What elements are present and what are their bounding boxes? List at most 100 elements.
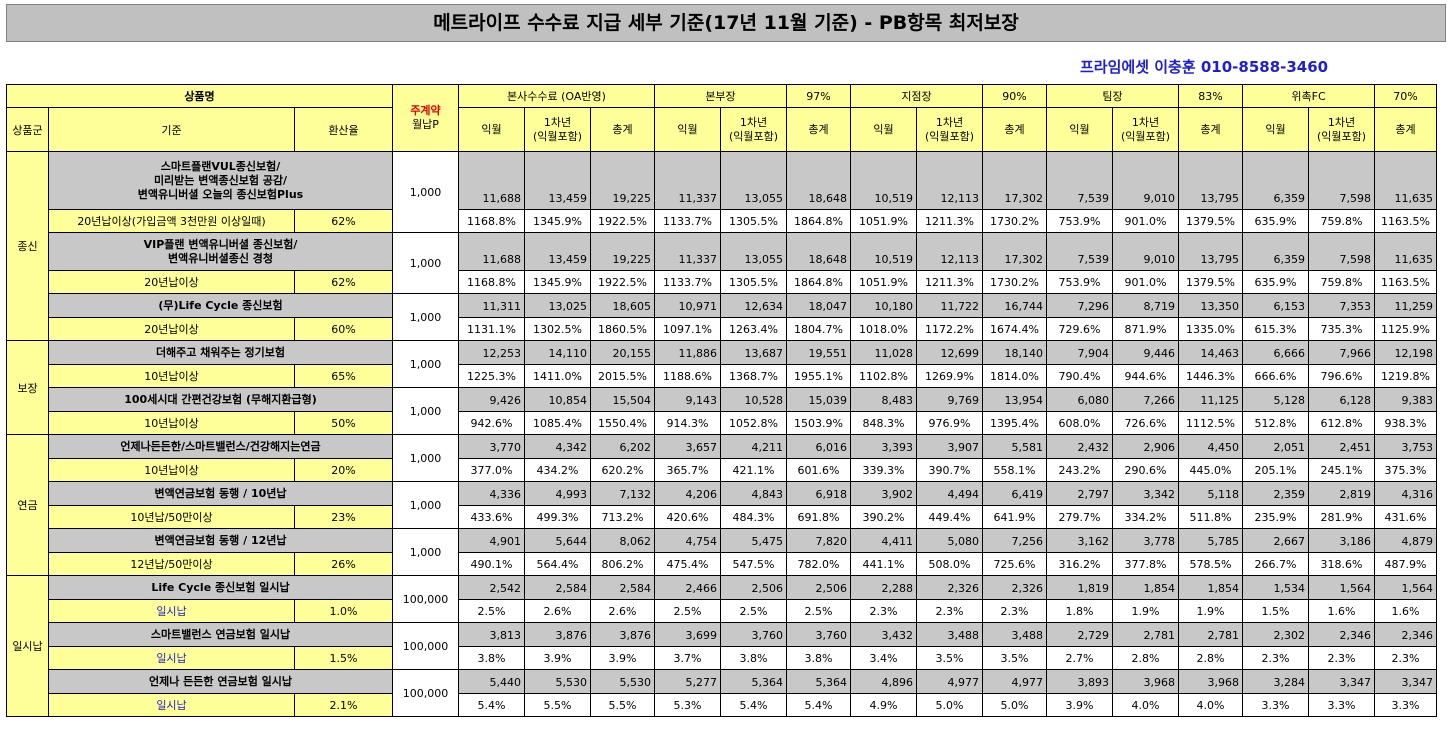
commission-value: 2,288 xyxy=(850,575,917,600)
commission-value: 11,688 xyxy=(458,232,525,271)
commission-value: 2,346 xyxy=(1308,622,1375,647)
commission-pct: 205.1% xyxy=(1242,458,1309,482)
commission-value: 3,393 xyxy=(850,434,917,459)
commission-value: 2,302 xyxy=(1242,622,1309,647)
product-pct-row: 20년납이상 62% 1168.8% 1345.9% 1922.5% 1133.7% 130… xyxy=(7,270,1437,294)
commission-value: 2,542 xyxy=(458,575,525,600)
conversion-ratio: 62% xyxy=(294,209,393,233)
commission-pct: 245.1% xyxy=(1308,458,1375,482)
commission-pct: 871.9% xyxy=(1112,317,1179,341)
product-name-header: 상품명 xyxy=(6,84,393,108)
commission-value: 17,302 xyxy=(982,151,1047,210)
commission-pct: 1112.5% xyxy=(1178,411,1243,435)
commission-value: 8,062 xyxy=(590,528,655,553)
commission-value: 4,450 xyxy=(1178,434,1243,459)
commission-pct: 490.1% xyxy=(458,552,525,576)
product-row: 변액연금보험 동행 / 12년납 1,000 4,901 5,644 8,062 4,75… xyxy=(7,528,1437,576)
commission-value: 3,657 xyxy=(654,434,721,459)
commission-pct: 691.8% xyxy=(786,505,851,529)
conversion-ratio: 2.1% xyxy=(294,693,393,717)
product-pct-row: 12년납/50만이상 26% 490.1% 564.4% 806.2% 475.4% 547… xyxy=(7,552,1437,576)
commission-value: 7,353 xyxy=(1308,293,1375,318)
commission-value: 2,667 xyxy=(1242,528,1309,553)
conversion-ratio: 26% xyxy=(294,552,393,576)
commission-pct: 1.9% xyxy=(1112,599,1179,623)
commission-value: 1,564 xyxy=(1308,575,1375,600)
commission-value: 2,819 xyxy=(1308,481,1375,506)
commission-pct: 475.4% xyxy=(654,552,721,576)
commission-value: 5,364 xyxy=(786,669,851,694)
commission-pct: 635.9% xyxy=(1242,270,1309,294)
section-header-2: 지점장 xyxy=(850,84,983,108)
premium: 100,000 xyxy=(392,622,459,670)
commission-value: 2,584 xyxy=(524,575,591,600)
conversion-ratio: 23% xyxy=(294,505,393,529)
commission-value: 3,347 xyxy=(1374,669,1437,694)
product-row: 연금 언제나든든한/스마트밸런스/건강해지는연금 1,000 3,770 4,342 6,… xyxy=(6,434,1437,576)
commission-value: 3,760 xyxy=(720,622,787,647)
commission-value: 12,253 xyxy=(458,340,525,365)
commission-value: 5,644 xyxy=(524,528,591,553)
group-header: 상품군 xyxy=(6,107,49,152)
commission-pct: 3.7% xyxy=(654,646,721,670)
commission-pct: 1922.5% xyxy=(590,270,655,294)
commission-value: 4,993 xyxy=(524,481,591,506)
section-header-4: 위촉FC xyxy=(1242,84,1375,108)
commission-pct: 2.8% xyxy=(1178,646,1243,670)
commission-pct: 1102.8% xyxy=(850,364,917,388)
section-header-1: 본부장 xyxy=(654,84,787,108)
commission-value: 3,770 xyxy=(458,434,525,459)
product-criteria: 일시납 xyxy=(48,646,295,670)
product-name: Life Cycle 종신보험 일시납 xyxy=(48,575,393,600)
commission-pct: 1188.6% xyxy=(654,364,721,388)
commission-value: 6,128 xyxy=(1308,387,1375,412)
commission-value: 20,155 xyxy=(590,340,655,365)
commission-value: 11,635 xyxy=(1374,232,1437,271)
commission-value: 18,140 xyxy=(982,340,1047,365)
commission-pct: 1395.4% xyxy=(982,411,1047,435)
commission-value: 3,907 xyxy=(916,434,983,459)
commission-pct: 434.2% xyxy=(524,458,591,482)
commission-value: 15,039 xyxy=(786,387,851,412)
commission-pct: 2.3% xyxy=(1308,646,1375,670)
commission-pct: 942.6% xyxy=(458,411,525,435)
commission-value: 5,530 xyxy=(590,669,655,694)
commission-value: 9,769 xyxy=(916,387,983,412)
commission-pct: 512.8% xyxy=(1242,411,1309,435)
commission-value: 4,316 xyxy=(1374,481,1437,506)
commission-pct: 1263.4% xyxy=(720,317,787,341)
commission-value: 11,125 xyxy=(1178,387,1243,412)
commission-value: 2,359 xyxy=(1242,481,1309,506)
commission-value: 3,284 xyxy=(1242,669,1309,694)
product-name: 언제나든든한/스마트밸런스/건강해지는연금 xyxy=(48,434,393,459)
product-criteria: 일시납 xyxy=(48,599,295,623)
commission-pct: 484.3% xyxy=(720,505,787,529)
commission-value: 11,337 xyxy=(654,232,721,271)
premium: 1,000 xyxy=(392,434,459,482)
commission-value: 2,466 xyxy=(654,575,721,600)
commission-value: 2,326 xyxy=(982,575,1047,600)
commission-value: 11,028 xyxy=(850,340,917,365)
sub-header: 1차년 (익월포함) xyxy=(720,107,787,152)
commission-pct: 1125.9% xyxy=(1374,317,1437,341)
product-criteria: 일시납 xyxy=(48,693,295,717)
commission-pct: 1097.1% xyxy=(654,317,721,341)
criteria-header: 기준 xyxy=(48,107,295,152)
commission-pct: 281.9% xyxy=(1308,505,1375,529)
commission-pct: 1172.2% xyxy=(916,317,983,341)
commission-pct: 2.3% xyxy=(1242,646,1309,670)
commission-value: 4,494 xyxy=(916,481,983,506)
commission-pct: 666.6% xyxy=(1242,364,1309,388)
commission-value: 9,010 xyxy=(1112,151,1179,210)
commission-pct: 1730.2% xyxy=(982,209,1047,233)
product-pct-row: 10년납이상 65% 1225.3% 1411.0% 2015.5% 1188.6% 136… xyxy=(7,364,1437,388)
commission-value: 19,225 xyxy=(590,232,655,271)
commission-pct: 1163.5% xyxy=(1374,270,1437,294)
contract-header: 주계약 월납P xyxy=(392,84,459,152)
commission-value: 2,906 xyxy=(1112,434,1179,459)
commission-pct: 1379.5% xyxy=(1178,209,1243,233)
product-row: (무)Life Cycle 종신보험 1,000 11,311 13,025 18,60… xyxy=(7,293,1437,341)
commission-pct: 564.4% xyxy=(524,552,591,576)
commission-value: 2,729 xyxy=(1046,622,1113,647)
product-pct-row: 10년납이상 20% 377.0% 434.2% 620.2% 365.7% 421.1% 6… xyxy=(7,458,1437,482)
